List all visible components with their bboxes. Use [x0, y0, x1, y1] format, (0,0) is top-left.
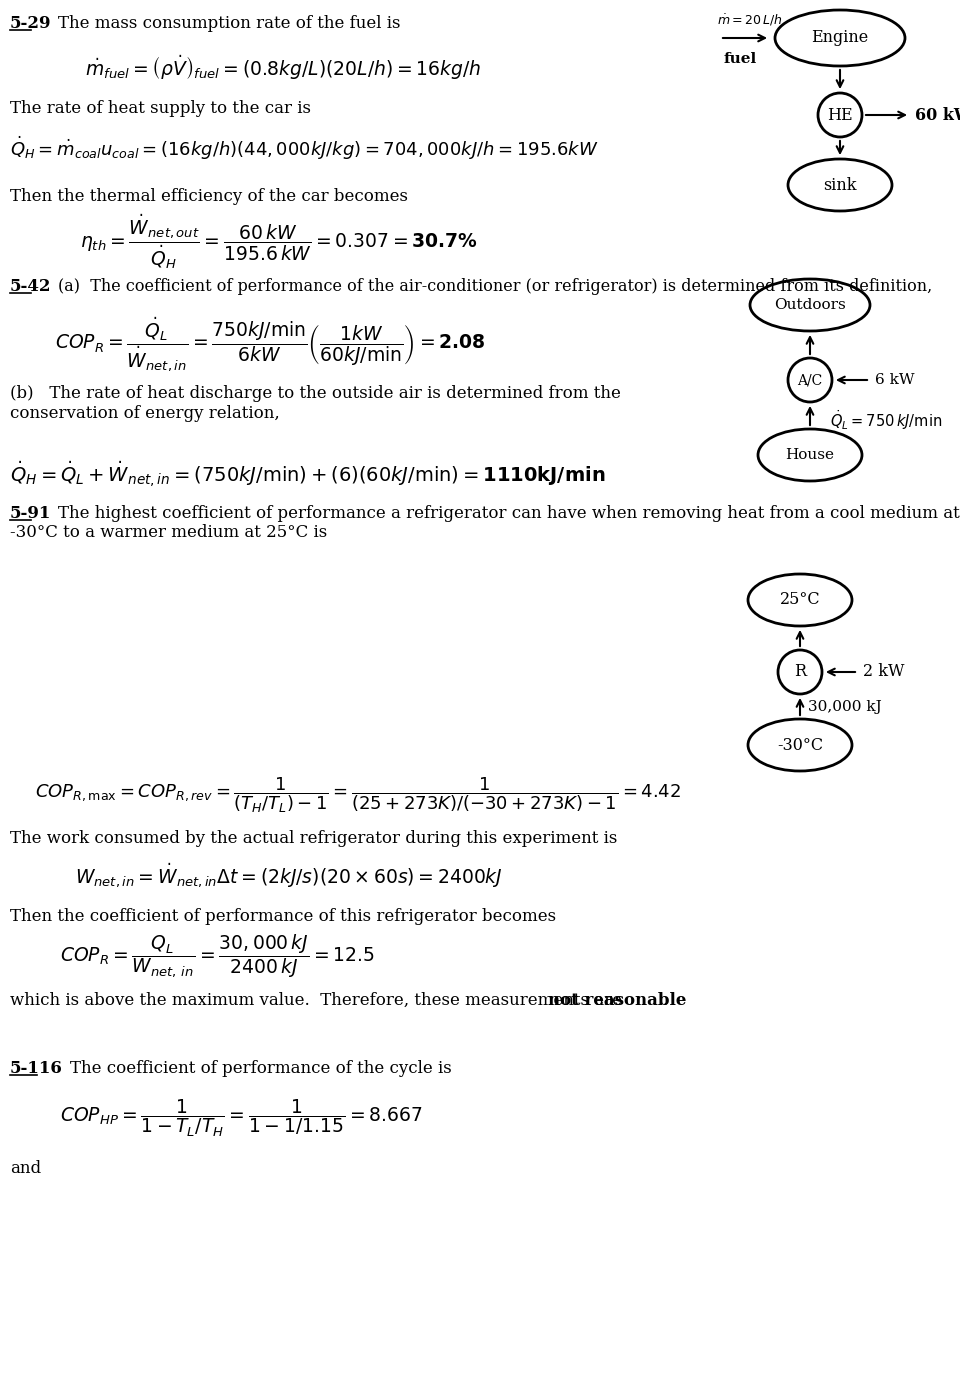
Text: $\dot{Q}_H = \dot{Q}_L + \dot{W}_{net,in} = \left(750kJ / \min\right) + \left(6\: $\dot{Q}_H = \dot{Q}_L + \dot{W}_{net,in…	[10, 460, 606, 490]
Text: The mass consumption rate of the fuel is: The mass consumption rate of the fuel is	[58, 15, 400, 32]
Text: which is above the maximum value.  Therefore, these measurements are: which is above the maximum value. Theref…	[10, 992, 627, 1008]
Text: $W_{net,in} = \dot{W}_{net,in}\Delta t = \left(2kJ / s\right)\left(20\times 60s\: $W_{net,in} = \dot{W}_{net,in}\Delta t =…	[75, 862, 503, 890]
Text: The coefficient of performance of the cycle is: The coefficient of performance of the cy…	[70, 1060, 452, 1077]
Text: -30°C: -30°C	[777, 736, 823, 754]
Text: $\dot{Q}_H = \dot{m}_{coal}u_{coal} = \left(16kg / h\right)\left(44,000kJ / kg\r: $\dot{Q}_H = \dot{m}_{coal}u_{coal} = \l…	[10, 135, 598, 161]
Text: $\dot{m}=20\,L/h$: $\dot{m}=20\,L/h$	[717, 13, 782, 28]
Text: 5-116: 5-116	[10, 1060, 62, 1077]
Text: not reasonable: not reasonable	[548, 992, 686, 1008]
Text: House: House	[785, 448, 834, 462]
Text: Then the thermal efficiency of the car becomes: Then the thermal efficiency of the car b…	[10, 188, 408, 204]
Text: $\dot{m}_{fuel} = \left(\rho\dot{V}\right)_{fuel} = \left(0.8kg / L\right)\left(: $\dot{m}_{fuel} = \left(\rho\dot{V}\righ…	[85, 54, 481, 82]
Text: Outdoors: Outdoors	[774, 298, 846, 312]
Text: 60 kW: 60 kW	[915, 107, 960, 124]
Text: .: .	[662, 992, 667, 1008]
Text: The highest coefficient of performance a refrigerator can have when removing hea: The highest coefficient of performance a…	[58, 505, 960, 522]
Text: $\dot{Q}_L = 750\,kJ/\min$: $\dot{Q}_L = 750\,kJ/\min$	[830, 408, 942, 431]
Text: (b)   The rate of heat discharge to the outside air is determined from the: (b) The rate of heat discharge to the ou…	[10, 385, 621, 402]
Text: fuel: fuel	[724, 51, 757, 65]
Text: sink: sink	[824, 177, 856, 193]
Text: 5-91: 5-91	[10, 505, 52, 522]
Text: $\eta_{th} = \dfrac{\dot{W}_{net,out}}{\dot{Q}_H} = \dfrac{60\,kW}{195.6\,kW} = : $\eta_{th} = \dfrac{\dot{W}_{net,out}}{\…	[80, 213, 478, 271]
Text: 2 kW: 2 kW	[863, 664, 904, 680]
Text: A/C: A/C	[798, 373, 823, 387]
Text: conservation of energy relation,: conservation of energy relation,	[10, 405, 279, 421]
Text: HE: HE	[828, 107, 852, 124]
Text: 25°C: 25°C	[780, 591, 820, 608]
Text: R: R	[794, 664, 806, 680]
Text: $COP_{HP} = \dfrac{1}{1-T_L/T_H} = \dfrac{1}{1-1/1.15} = 8.667$: $COP_{HP} = \dfrac{1}{1-T_L/T_H} = \dfra…	[60, 1097, 422, 1139]
Text: 5-42: 5-42	[10, 278, 52, 295]
Text: $COP_R = \dfrac{Q_L}{W_{net,\,in}} = \dfrac{30,000\,kJ}{2400\,kJ} = 12.5$: $COP_R = \dfrac{Q_L}{W_{net,\,in}} = \df…	[60, 932, 374, 979]
Text: -30°C to a warmer medium at 25°C is: -30°C to a warmer medium at 25°C is	[10, 524, 327, 541]
Text: 5-29: 5-29	[10, 15, 52, 32]
Text: Engine: Engine	[811, 29, 869, 46]
Text: and: and	[10, 1160, 41, 1177]
Text: $COP_R = \dfrac{\dot{Q}_L}{\dot{W}_{net,in}} = \dfrac{750kJ / \min}{6kW}\left(\d: $COP_R = \dfrac{\dot{Q}_L}{\dot{W}_{net,…	[55, 316, 486, 374]
Text: The rate of heat supply to the car is: The rate of heat supply to the car is	[10, 100, 311, 117]
Text: 6 kW: 6 kW	[875, 373, 915, 387]
Text: Then the coefficient of performance of this refrigerator becomes: Then the coefficient of performance of t…	[10, 908, 556, 925]
Text: 30,000 kJ: 30,000 kJ	[808, 700, 881, 714]
Text: (a)  The coefficient of performance of the air-conditioner (or refrigerator) is : (a) The coefficient of performance of th…	[58, 278, 932, 295]
Text: $COP_{R,\max} = COP_{R,rev} = \dfrac{1}{\left(T_H / T_L\right)-1} = \dfrac{1}{\l: $COP_{R,\max} = COP_{R,rev} = \dfrac{1}{…	[35, 775, 681, 815]
Text: The work consumed by the actual refrigerator during this experiment is: The work consumed by the actual refriger…	[10, 830, 617, 847]
